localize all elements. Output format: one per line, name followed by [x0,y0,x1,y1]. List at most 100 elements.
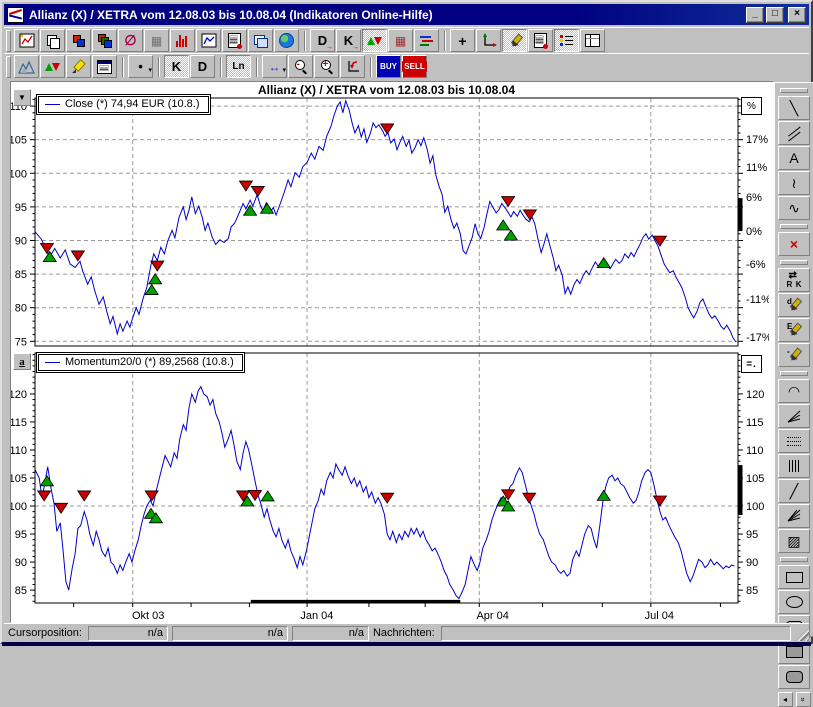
sell-button[interactable]: SELL [402,55,427,78]
draw-line-button[interactable]: ╲ [778,96,810,120]
level-lines-button[interactable] [414,29,439,52]
buy-button[interactable]: BUY [376,55,401,78]
shape-ellipse-button[interactable] [778,590,810,614]
text-page-button[interactable] [528,29,553,52]
chevron-more-icon: » [798,697,807,701]
percent-axis-button[interactable]: % [741,97,762,115]
log-scale-icon: Ln [232,61,244,72]
draw-parallel-icon [788,127,801,140]
draw-mode-button[interactable] [502,29,527,52]
level-lines-icon [420,35,433,47]
copy-chart-button[interactable] [40,29,65,52]
draw-hatch-button[interactable]: ▨ [778,529,810,553]
collapse-pane-button[interactable]: ▼ [13,89,31,106]
delete-object-button[interactable]: × [778,232,810,256]
toolbar-separator [256,57,258,77]
resize-grip[interactable] [795,627,809,641]
pencil-line-button[interactable]: - [778,343,810,367]
line-chart-button[interactable] [196,29,221,52]
object-list-button[interactable] [554,29,579,52]
toolbar-grip[interactable] [6,56,11,78]
signal-markers-button[interactable] [362,29,387,52]
data-form-button[interactable] [580,29,605,52]
draw-vlines-icon [788,460,801,472]
close-button[interactable]: × [788,7,806,23]
drawing-toolbar: ╲A≀∿×⇄dE-◠╱▨◂» [774,82,813,637]
toolbar-grip[interactable] [780,260,808,265]
zoom-out-button[interactable]: - [288,55,313,78]
candle-scale-icon: K [172,59,181,74]
draw-fan-up-button[interactable] [778,404,810,428]
indicator-grid-button[interactable]: ▦ [144,29,169,52]
shape-roundrect-filled-button[interactable] [778,665,810,689]
new-chart-button[interactable] [14,29,39,52]
crosshair-button[interactable]: + [450,29,475,52]
bar-scale-button[interactable]: D [190,55,215,78]
draw-vlines-button[interactable] [778,454,810,478]
show-signals-icon [45,61,60,73]
messages-field [441,626,791,641]
percent-axis-label: -17% [746,332,769,344]
report-button[interactable] [222,29,247,52]
icon-overlay: - [297,59,300,70]
toolbar-grip[interactable] [6,30,11,52]
period-day-button[interactable]: D→ [310,29,335,52]
draw-fan-button[interactable] [778,504,810,528]
window-layers-button[interactable] [248,29,273,52]
annotation-pane-button[interactable]: a [13,353,31,370]
tile-windows-button[interactable] [66,29,91,52]
toolbar-grip[interactable] [780,371,808,376]
y-axis-label-right: 90 [746,557,758,569]
scroll-left-button[interactable]: ◂ [778,692,793,707]
x-axis-label: Apr 04 [476,610,508,622]
trend-channel-button[interactable]: ⇄ [778,268,810,292]
indicator-settings-button[interactable]: =. [741,355,762,373]
toolbar-grip[interactable] [780,224,808,229]
draw-parallel-button[interactable] [778,121,810,145]
draw-dotted-lines-icon [787,436,801,447]
toolbar-grip[interactable] [780,88,808,93]
draw-arcs-button[interactable]: ◠ [778,379,810,403]
world-chart-button[interactable] [274,29,299,52]
shape-roundrect-filled-icon [786,671,803,683]
quote-matrix-button[interactable]: ▦ [388,29,413,52]
shape-rectangle-button[interactable] [778,565,810,589]
report-icon [228,33,241,48]
axis-scale-icon [481,33,497,48]
marker-pen-button[interactable] [66,55,91,78]
remove-indicator-icon: ∅ [124,32,136,49]
icon-overlay: + [323,59,329,70]
properties-button[interactable] [92,55,117,78]
arrow-suffix-icon: → [326,44,333,51]
maximize-button[interactable]: □ [766,7,784,23]
draw-wave-button[interactable]: ∿ [778,196,810,220]
draw-zigzag-button[interactable]: ≀ [778,171,810,195]
pencil-e-button[interactable]: E [778,318,810,342]
minimize-button[interactable]: _ [746,7,764,23]
candle-scale-button[interactable]: K [164,55,189,78]
zoom-in-button[interactable]: + [314,55,339,78]
draw-diagonal-button[interactable]: ╱ [778,479,810,503]
scroll-more-button[interactable]: » [796,692,811,707]
momentum-chart-canvas[interactable]: 8590951001051101151208590951001051101151… [11,350,769,625]
draw-zigzag-icon: ≀ [791,175,796,192]
price-legend: Close (*) 74,94 EUR (10.8.) [38,96,209,113]
log-scale-button[interactable]: Ln [226,55,251,78]
bar-spacing-button[interactable]: ↔▾ [262,55,287,78]
pencil-d-button[interactable]: d [778,293,810,317]
remove-indicator-button[interactable]: ∅ [118,29,143,52]
price-chart-canvas[interactable]: 758085909510010511017%11%6%0%-6%-11%-17% [11,95,769,352]
point-style-button[interactable]: •▾ [128,55,153,78]
period-week-button[interactable]: K→ [336,29,361,52]
y-axis-label: 105 [11,135,27,147]
mountain-chart-button[interactable] [14,55,39,78]
cascade-windows-button[interactable] [92,29,117,52]
reset-axis-button[interactable] [340,55,365,78]
toolbar-grip[interactable] [780,557,808,562]
axis-scale-button[interactable] [476,29,501,52]
show-signals-button[interactable] [40,55,65,78]
draw-mode-icon [509,35,521,47]
draw-text-button[interactable]: A [778,146,810,170]
bar-chart-button[interactable] [170,29,195,52]
draw-dotted-lines-button[interactable] [778,429,810,453]
